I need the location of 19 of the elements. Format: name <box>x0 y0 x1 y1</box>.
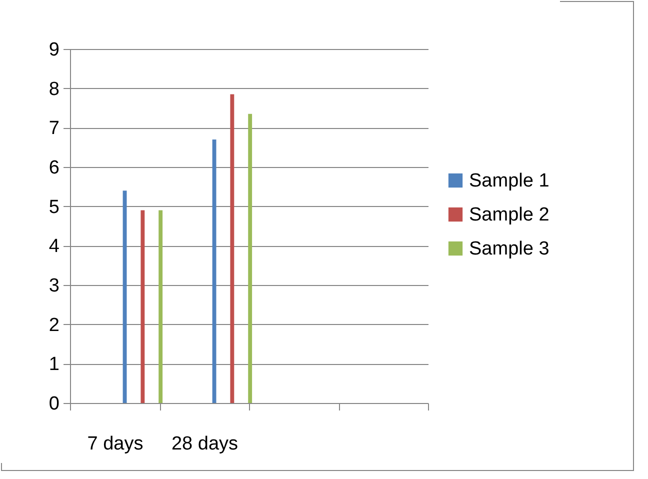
bar <box>230 94 234 403</box>
y-tick-label: 0 <box>48 394 60 414</box>
bar <box>248 114 252 403</box>
y-tick-label: 1 <box>48 354 60 376</box>
y-tick-label: 6 <box>48 158 60 178</box>
legend-label: Sample 2 <box>469 204 550 226</box>
y-tick-label: 7 <box>48 118 60 140</box>
y-tick-label: 9 <box>48 40 60 60</box>
legend-label: Sample 1 <box>469 170 550 192</box>
bar <box>140 210 145 403</box>
y-tick-label: 3 <box>48 276 60 296</box>
legend-label: Sample 3 <box>469 238 550 260</box>
y-tick-label: 5 <box>48 196 60 218</box>
y-tick-label: 8 <box>48 78 60 100</box>
x-tick-label: 28 days <box>171 434 238 454</box>
y-tick-label: 2 <box>48 314 60 336</box>
y-tick-label: 4 <box>48 236 60 258</box>
bar <box>158 210 163 403</box>
x-tick-label: 7 days <box>87 434 144 454</box>
